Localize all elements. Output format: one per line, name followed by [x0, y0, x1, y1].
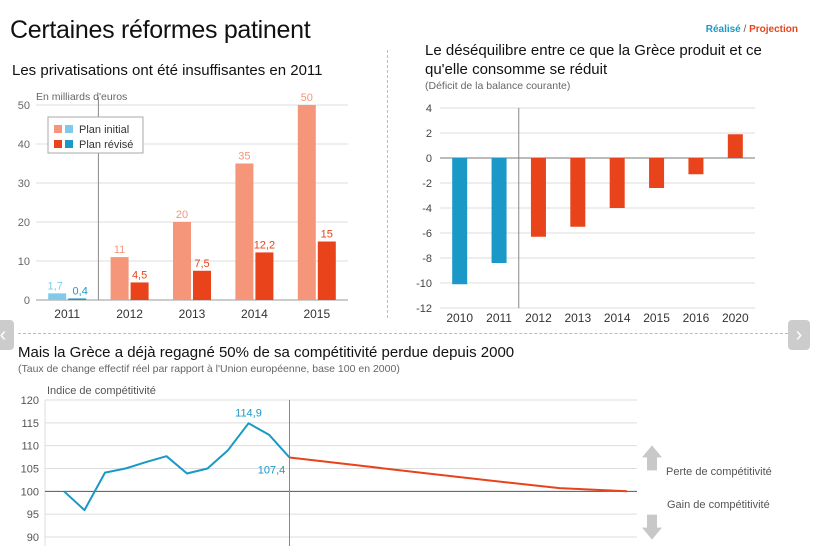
legend-label: Plan révisé — [79, 139, 133, 151]
bar — [235, 163, 254, 300]
next-button[interactable]: › — [788, 320, 810, 350]
bar — [452, 158, 468, 285]
y-tick-label: 100 — [21, 486, 39, 498]
y-tick-label: 95 — [27, 509, 39, 521]
legend-box — [47, 116, 144, 154]
projection-series-line — [289, 456, 628, 493]
y-tick-label: -2 — [422, 178, 432, 190]
data-label: 1,7 — [48, 280, 63, 292]
deficit-chart-subtitle: (Déficit de la balance courante) — [425, 80, 571, 92]
bar — [48, 293, 67, 300]
deficit-chart: 4 2 0 -2 -4 -6 -8 -10 -12 2010 2011 2012 2013 2014 201… — [416, 103, 755, 325]
y-tick-label: 4 — [426, 103, 432, 115]
y-tick-label: 40 — [18, 139, 30, 151]
y-tick-label: 50 — [18, 100, 30, 112]
side-label-down: Gain de compétitivité — [667, 499, 770, 511]
arrow-up-icon — [642, 445, 662, 471]
y-tick-label: -8 — [422, 253, 432, 265]
data-label: 20 — [176, 209, 188, 221]
bar — [130, 282, 149, 300]
legend-separator: / — [743, 24, 747, 35]
data-label: 0,4 — [73, 285, 88, 297]
y-tick-label: 110 — [21, 441, 39, 453]
bar — [570, 158, 586, 227]
y-tick-label: 0 — [24, 295, 30, 307]
legend-swatch — [54, 140, 62, 148]
bar — [297, 105, 316, 300]
privatisation-chart-title: Les privatisations ont été insuffisantes… — [12, 62, 323, 79]
data-label: 15 — [321, 229, 333, 241]
bar — [68, 298, 87, 300]
bar — [491, 158, 507, 263]
data-label: 35 — [238, 151, 250, 163]
realised-series-line — [63, 422, 291, 512]
y-tick-label: 10 — [18, 256, 30, 268]
x-tick-label: 2014 — [604, 311, 631, 325]
bar — [255, 252, 274, 300]
y-tick-label: -12 — [416, 303, 432, 315]
data-label: 4,5 — [132, 269, 147, 281]
chevron-left-icon: ‹ — [0, 324, 7, 346]
bar — [173, 222, 191, 300]
vertical-divider — [387, 50, 388, 318]
y-tick-label: 20 — [18, 217, 30, 229]
data-label: 114,9 — [235, 407, 262, 419]
legend-swatch — [65, 140, 73, 148]
data-label: 50 — [301, 92, 313, 104]
arrow-down-icon — [642, 514, 662, 540]
x-tick-label: 2015 — [643, 311, 670, 325]
competitiveness-chart-subtitle: (Taux de change effectif réel par rappor… — [18, 363, 400, 375]
y-tick-label: 115 — [21, 418, 39, 430]
x-tick-label: 2014 — [241, 307, 268, 321]
legend-label: Plan initial — [79, 124, 129, 136]
y-tick-label: -4 — [422, 203, 432, 215]
y-tick-label: -10 — [416, 278, 432, 290]
bar — [727, 134, 743, 158]
bar — [649, 158, 665, 188]
data-label: 11 — [114, 244, 125, 256]
data-label: 7,5 — [194, 258, 209, 270]
bar — [530, 158, 546, 237]
x-tick-label: 2016 — [683, 311, 710, 325]
x-tick-label: 2010 — [446, 311, 473, 325]
legend-swatch — [54, 125, 62, 133]
horizontal-divider — [18, 333, 808, 334]
data-label: 12,2 — [254, 239, 275, 251]
bar — [193, 270, 211, 300]
competitiveness-chart-title: Mais la Grèce a déjà regagné 50% de sa c… — [18, 344, 515, 361]
side-label-up: Perte de compétitivité — [666, 466, 772, 478]
y-axis-label: Indice de compétitivité — [47, 385, 156, 397]
page-title: Certaines réformes patinent — [10, 16, 311, 44]
x-tick-label: 2020 — [722, 311, 749, 325]
realised-projection-legend: Réalisé / Projection — [706, 24, 798, 35]
deficit-chart-title: Le déséquilibre entre ce que la Grèce pr… — [425, 42, 762, 78]
chevron-right-icon: › — [795, 324, 803, 346]
competitiveness-chart: Indice de compétitivité 90 95 100 105 110 115 1… — [21, 385, 772, 546]
y-tick-label: 2 — [426, 128, 432, 140]
x-tick-label: 2013 — [564, 311, 591, 325]
y-tick-label: 30 — [18, 178, 30, 190]
legend-realised: Réalisé — [705, 24, 741, 35]
bar — [317, 241, 336, 300]
x-tick-label: 2011 — [486, 311, 512, 325]
y-tick-label: 90 — [27, 532, 39, 544]
y-tick-label: 0 — [426, 153, 432, 165]
x-tick-label: 2013 — [179, 307, 206, 321]
y-tick-label: 105 — [21, 464, 39, 476]
x-tick-label: 2012 — [525, 311, 552, 325]
data-label: 107,4 — [258, 465, 286, 477]
bar — [688, 158, 704, 175]
y-tick-label: -6 — [422, 228, 432, 240]
legend-projection: Projection — [749, 24, 798, 35]
x-tick-label: 2011 — [54, 307, 80, 321]
x-tick-label: 2015 — [303, 307, 330, 321]
legend-swatch — [65, 125, 73, 133]
bar — [609, 158, 625, 208]
bar — [110, 257, 129, 300]
y-axis-label: En milliards d'euros — [36, 91, 127, 103]
y-tick-label: 120 — [21, 395, 39, 407]
prev-button[interactable]: ‹ — [0, 320, 14, 350]
x-tick-label: 2012 — [116, 307, 143, 321]
